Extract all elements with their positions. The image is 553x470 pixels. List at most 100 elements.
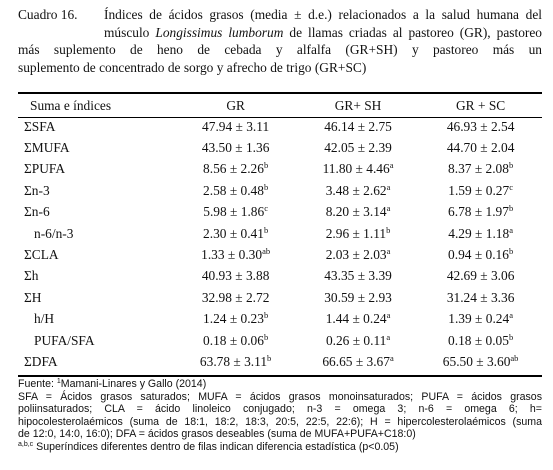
value-cell: 8.37 ± 2.08b [419, 159, 542, 180]
row-label: ΣDFA [24, 353, 58, 369]
abbrev-line: hipocolesterolaémicos (suma de 18:1, 18:… [18, 415, 542, 428]
significance-letter: a [389, 352, 394, 363]
value-cell: 1.44 ± 0.24a [297, 309, 419, 330]
abbrev-line: de 12:0, 14:0, 16:0); DFA = ácidos graso… [18, 428, 416, 441]
fatty-acid-table: Suma e índices GR GR+ SH GR + SC ΣSFA 47.… [18, 95, 542, 373]
row-label: PUFA/SFA [34, 332, 95, 348]
significance-letter: a [389, 160, 394, 171]
table-row: ΣCLA 1.33 ± 0.30ab 2.03 ± 2.03a 0.94 ± 0.16… [18, 244, 542, 265]
significance-letter: b [508, 246, 514, 257]
caption-text: Índices de ácidos grasos (media ± d.e.) … [104, 6, 542, 41]
table-header-row: Suma e índices GR GR+ SH GR + SC [18, 95, 542, 116]
significance-text: Superíndices diferentes dentro de filas … [36, 440, 399, 453]
significance-letter: b [508, 203, 514, 214]
table-top-rule [18, 92, 542, 94]
value-cell: 46.93 ± 2.54 [419, 116, 542, 137]
table-row: n-6/n-3 2.30 ± 0.41b 2.96 ± 1.11b 4.29 ± 1.… [18, 223, 542, 244]
mean-sd-value: 32.98 ± 2.72 [201, 289, 270, 305]
mean-sd-value: 2.03 ± 2.03 [325, 247, 387, 263]
table-row: ΣMUFA 43.50 ± 1.36 42.05 ± 2.39 44.70 ± 2.0… [18, 137, 542, 158]
mean-sd-value: 1.39 ± 0.24 [448, 311, 510, 327]
column-header: GR [226, 97, 245, 113]
value-cell: 1.24 ± 0.23b [174, 309, 296, 330]
value-cell: 6.78 ± 1.97b [419, 202, 542, 223]
column-header: Suma e índices [30, 97, 112, 113]
caption-line: suplemento de concentrado de sorgo y afr… [18, 59, 367, 75]
mean-sd-value: 8.56 ± 2.26 [203, 161, 264, 177]
value-cell: 47.94 ± 3.11 [174, 116, 296, 137]
significance-letter: a [386, 331, 391, 342]
mean-sd-value: 6.78 ± 1.97 [448, 204, 509, 220]
value-cell: 2.03 ± 2.03a [297, 244, 419, 265]
mean-sd-value: 63.78 ± 3.11 [199, 353, 268, 369]
mean-sd-value: 0.94 ± 0.16 [448, 247, 509, 263]
mean-sd-value: 5.98 ± 1.86 [203, 204, 265, 220]
mean-sd-value: 1.59 ± 0.27 [448, 182, 510, 198]
significance-letter: b [508, 331, 514, 342]
value-cell: 2.30 ± 0.41b [174, 223, 296, 244]
mean-sd-value: 30.59 ± 2.93 [324, 289, 392, 305]
row-label: Σh [24, 268, 39, 284]
value-cell: 1.33 ± 0.30ab [174, 244, 296, 265]
significance-letter: b [386, 224, 391, 235]
mean-sd-value: 66.65 ± 3.67 [322, 353, 390, 369]
value-cell: 8.20 ± 3.14a [297, 202, 419, 223]
column-header: GR + SC [456, 97, 506, 113]
table-row: Σn-6 5.98 ± 1.86c 8.20 ± 3.14a 6.78 ± 1.97b [18, 202, 542, 223]
table-row: PUFA/SFA 0.18 ± 0.06b 0.26 ± 0.11a 0.18 ± 0… [18, 330, 542, 351]
value-cell: 44.70 ± 2.04 [419, 137, 542, 158]
significance-letter: b [263, 310, 269, 321]
caption-species-italic: Longissimus lumborum [155, 24, 284, 40]
value-cell: 2.96 ± 1.11b [297, 223, 419, 244]
mean-sd-value: 31.24 ± 3.36 [446, 289, 515, 305]
mean-sd-value: 4.29 ± 1.18 [448, 225, 510, 241]
row-label: Σn-3 [24, 182, 50, 198]
row-label: n-6/n-3 [34, 225, 74, 241]
mean-sd-value: 47.94 ± 3.11 [202, 118, 270, 134]
source-prefix: Fuente: [18, 378, 54, 390]
mean-sd-value: 3.48 ± 2.62 [325, 182, 387, 198]
significance-letter: c [264, 203, 268, 214]
value-cell: 0.26 ± 0.11a [297, 330, 419, 351]
table-row: h/H 1.24 ± 0.23b 1.44 ± 0.24a 1.39 ± 0.24a [18, 309, 542, 330]
significance-note: a,b,c Superíndices diferentes dentro de … [18, 441, 542, 454]
mean-sd-value: 42.05 ± 2.39 [324, 140, 392, 156]
value-cell: 5.98 ± 1.86c [174, 202, 296, 223]
table-caption: Cuadro 16. Índices de ácidos grasos (med… [18, 6, 542, 76]
mean-sd-value: 8.37 ± 2.08 [448, 161, 509, 177]
mean-sd-value: 8.20 ± 3.14 [325, 204, 387, 220]
mean-sd-value: 2.58 ± 0.48 [203, 182, 264, 198]
significance-letter: a [386, 246, 391, 257]
mean-sd-value: 0.18 ± 0.06 [203, 332, 264, 348]
source-superscript: 1 [56, 378, 61, 385]
table-row: ΣPUFA 8.56 ± 2.26b 11.80 ± 4.46a 8.37 ± 2.0… [18, 159, 542, 180]
caption-word: de llamas criadas al pastoreo (GR), past… [289, 24, 542, 40]
table-row: ΣSFA 47.94 ± 3.11 46.14 ± 2.75 46.93 ± 2.54 [18, 116, 542, 137]
caption-line: músculo Longissimus lumborum de llamas c… [104, 24, 542, 42]
significance-letter: ab [262, 246, 271, 257]
value-cell: 2.58 ± 0.48b [174, 180, 296, 201]
value-cell: 65.50 ± 3.60ab [419, 351, 542, 372]
table-bottom-rule [18, 375, 542, 377]
significance-letter: a [509, 224, 513, 235]
value-cell: 0.18 ± 0.06b [174, 330, 296, 351]
mean-sd-value: 0.26 ± 0.11 [325, 332, 387, 348]
value-cell: 46.14 ± 2.75 [297, 116, 419, 137]
row-label: ΣH [24, 289, 42, 305]
value-cell: 3.48 ± 2.62a [297, 180, 419, 201]
value-cell: 1.39 ± 0.24a [419, 309, 542, 330]
row-label: ΣMUFA [24, 140, 70, 156]
significance-letter: a [386, 203, 391, 214]
significance-letter: a [386, 310, 391, 321]
value-cell: 31.24 ± 3.36 [419, 287, 542, 308]
significance-letter: c [509, 181, 513, 192]
significance-letter: b [508, 160, 514, 171]
value-cell: 8.56 ± 2.26b [174, 159, 296, 180]
significance-letter: a [386, 181, 391, 192]
table-row: Σn-3 2.58 ± 0.48b 3.48 ± 2.62a 1.59 ± 0.27c [18, 180, 542, 201]
caption-word: músculo [104, 24, 150, 40]
value-cell: 1.59 ± 0.27c [419, 180, 542, 201]
row-label: h/H [34, 311, 55, 327]
mean-sd-value: 2.96 ± 1.11 [325, 225, 387, 241]
